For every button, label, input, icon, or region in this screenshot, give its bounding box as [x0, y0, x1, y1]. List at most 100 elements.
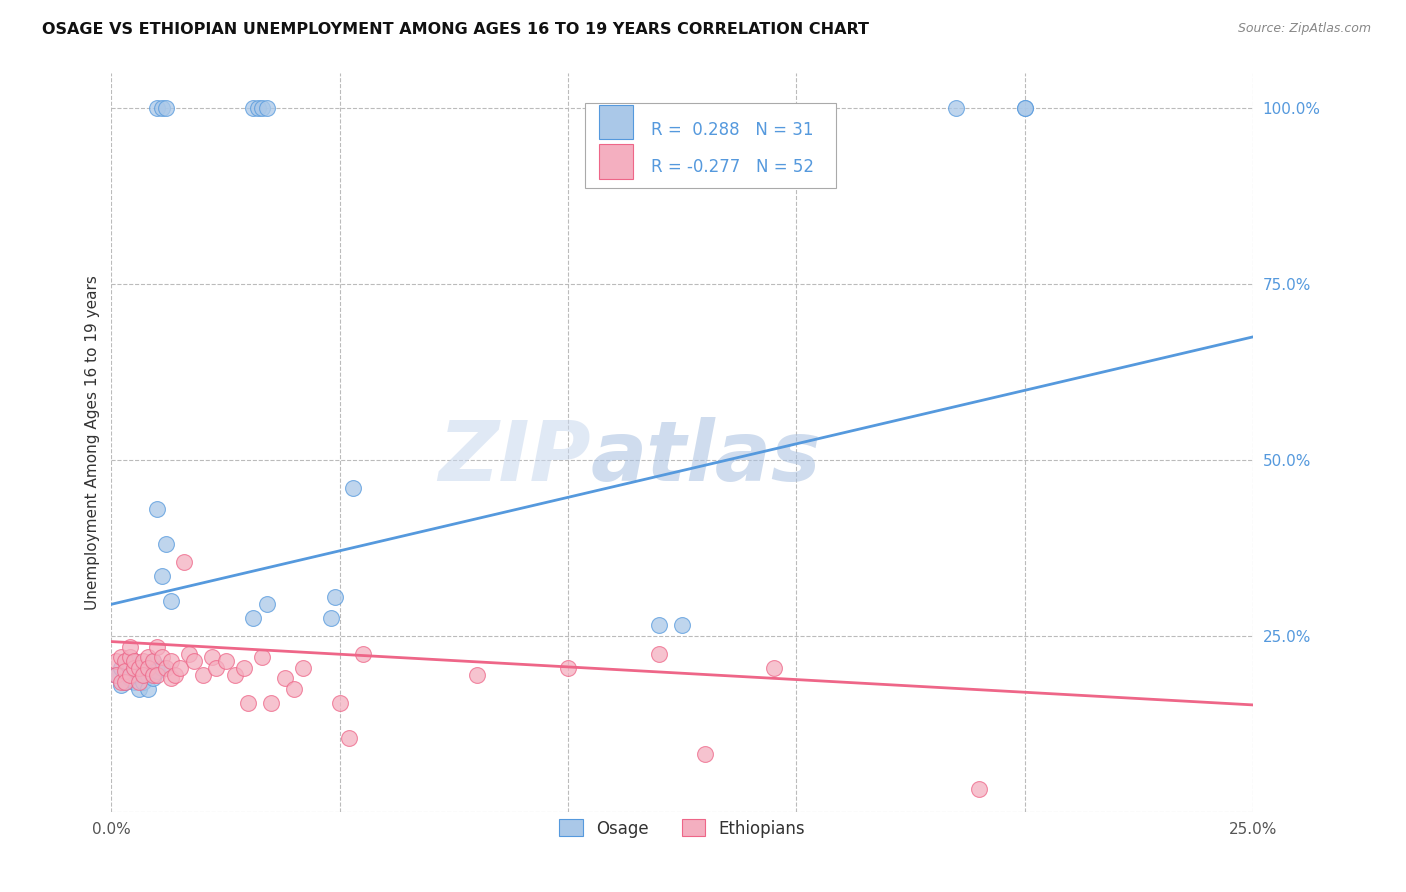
Point [557, 660, 579, 674]
Point [104, 667, 127, 681]
Point [128, 674, 150, 689]
Point [159, 654, 181, 668]
Point [214, 654, 236, 668]
Point [150, 650, 173, 665]
Point [232, 660, 254, 674]
Point [465, 667, 488, 681]
Point [183, 654, 205, 668]
Point [132, 674, 155, 689]
Point [250, 650, 273, 665]
Point [122, 674, 145, 689]
Text: R = -0.277   N = 52: R = -0.277 N = 52 [651, 158, 814, 176]
Point [246, 101, 269, 115]
Point [1014, 101, 1036, 115]
Point [169, 660, 191, 674]
Point [118, 650, 141, 665]
Point [283, 681, 305, 696]
Text: Source: ZipAtlas.com: Source: ZipAtlas.com [1237, 22, 1371, 36]
Point [159, 594, 181, 608]
Point [274, 671, 297, 685]
FancyBboxPatch shape [585, 103, 837, 187]
Point [122, 654, 145, 668]
Point [146, 664, 169, 678]
Point [104, 667, 127, 681]
Point [136, 650, 159, 665]
Point [114, 654, 136, 668]
Point [342, 481, 364, 495]
Point [114, 674, 136, 689]
Point [260, 696, 283, 710]
FancyBboxPatch shape [599, 144, 633, 178]
Point [136, 660, 159, 674]
Point [141, 654, 163, 668]
Point [141, 667, 163, 681]
Point [118, 667, 141, 681]
Point [242, 611, 264, 625]
Point [110, 660, 132, 674]
Point [128, 681, 150, 696]
FancyBboxPatch shape [599, 104, 633, 139]
Point [191, 667, 214, 681]
Point [110, 678, 132, 692]
Point [205, 660, 228, 674]
Y-axis label: Unemployment Among Ages 16 to 19 years: Unemployment Among Ages 16 to 19 years [86, 275, 100, 610]
Point [256, 597, 278, 611]
Point [136, 681, 159, 696]
Point [104, 654, 127, 668]
Point [201, 650, 224, 665]
Text: atlas: atlas [591, 417, 821, 498]
Point [132, 654, 155, 668]
Text: R =  0.288   N = 31: R = 0.288 N = 31 [651, 121, 814, 139]
Point [159, 671, 181, 685]
Point [1014, 101, 1036, 115]
Point [128, 667, 150, 681]
Point [146, 101, 169, 115]
Point [122, 654, 145, 668]
Point [224, 667, 246, 681]
Point [352, 647, 374, 661]
Point [693, 747, 716, 761]
Point [114, 674, 136, 689]
Point [173, 555, 195, 569]
Point [118, 671, 141, 685]
Point [648, 647, 671, 661]
Point [671, 618, 693, 632]
Point [141, 671, 163, 685]
Point [337, 731, 360, 745]
Point [292, 660, 315, 674]
Point [141, 654, 163, 668]
Point [165, 667, 187, 681]
Point [177, 647, 200, 661]
Point [132, 664, 155, 678]
Point [242, 101, 264, 115]
Point [329, 696, 352, 710]
Point [118, 640, 141, 654]
Point [150, 101, 173, 115]
Point [114, 654, 136, 668]
Point [146, 640, 169, 654]
Point [762, 660, 785, 674]
Point [967, 782, 990, 797]
Text: ZIP: ZIP [439, 417, 591, 498]
Point [150, 569, 173, 583]
Point [238, 696, 260, 710]
Point [146, 502, 169, 516]
Point [128, 660, 150, 674]
Point [155, 660, 177, 674]
Point [155, 537, 177, 551]
Point [110, 674, 132, 689]
Point [648, 618, 671, 632]
Point [155, 101, 177, 115]
Point [122, 660, 145, 674]
Point [945, 101, 967, 115]
Point [150, 660, 173, 674]
Point [114, 664, 136, 678]
Point [146, 667, 169, 681]
Legend: Osage, Ethiopians: Osage, Ethiopians [553, 813, 811, 844]
Point [256, 101, 278, 115]
Point [118, 657, 141, 672]
Point [132, 667, 155, 681]
Point [110, 650, 132, 665]
Point [319, 611, 342, 625]
Point [122, 664, 145, 678]
